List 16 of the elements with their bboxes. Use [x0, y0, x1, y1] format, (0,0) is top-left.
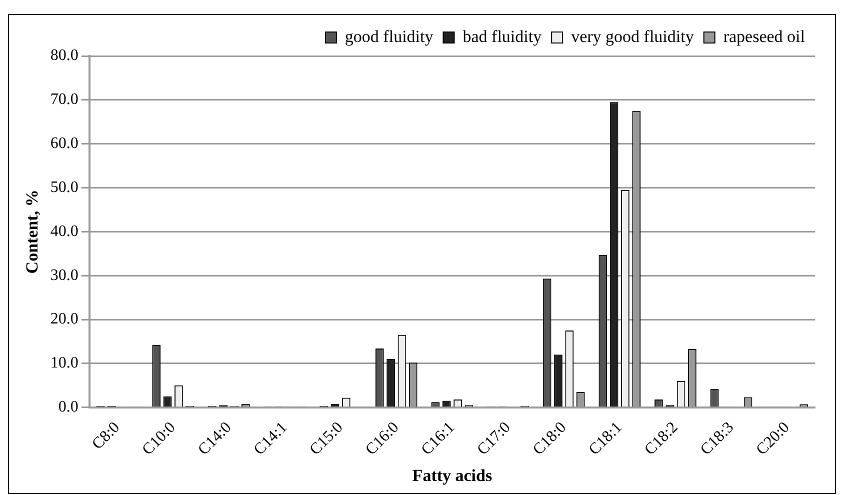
y-tick-label: 20.0 [50, 310, 78, 328]
x-axis-title: Fatty acids [412, 466, 492, 486]
x-tick-label: C8:0 [89, 418, 124, 453]
legend-label: very good fluidity [571, 26, 694, 46]
legend-label: rapeseed oil [723, 26, 806, 46]
y-tick-label: 10.0 [50, 354, 78, 372]
legend-label: good fluidity [344, 26, 434, 46]
y-tick-label: 40.0 [50, 222, 78, 240]
y-axis-title: Content, % [22, 190, 42, 274]
y-tick-label: 0.0 [58, 398, 78, 416]
y-tick-label: 80.0 [50, 47, 78, 64]
y-tick-label: 50.0 [50, 178, 78, 196]
y-tick-label: 60.0 [50, 135, 78, 152]
legend-label: bad fluidity [462, 26, 542, 46]
y-tick-label: 30.0 [50, 266, 78, 284]
y-tick-label: 70.0 [50, 91, 78, 108]
